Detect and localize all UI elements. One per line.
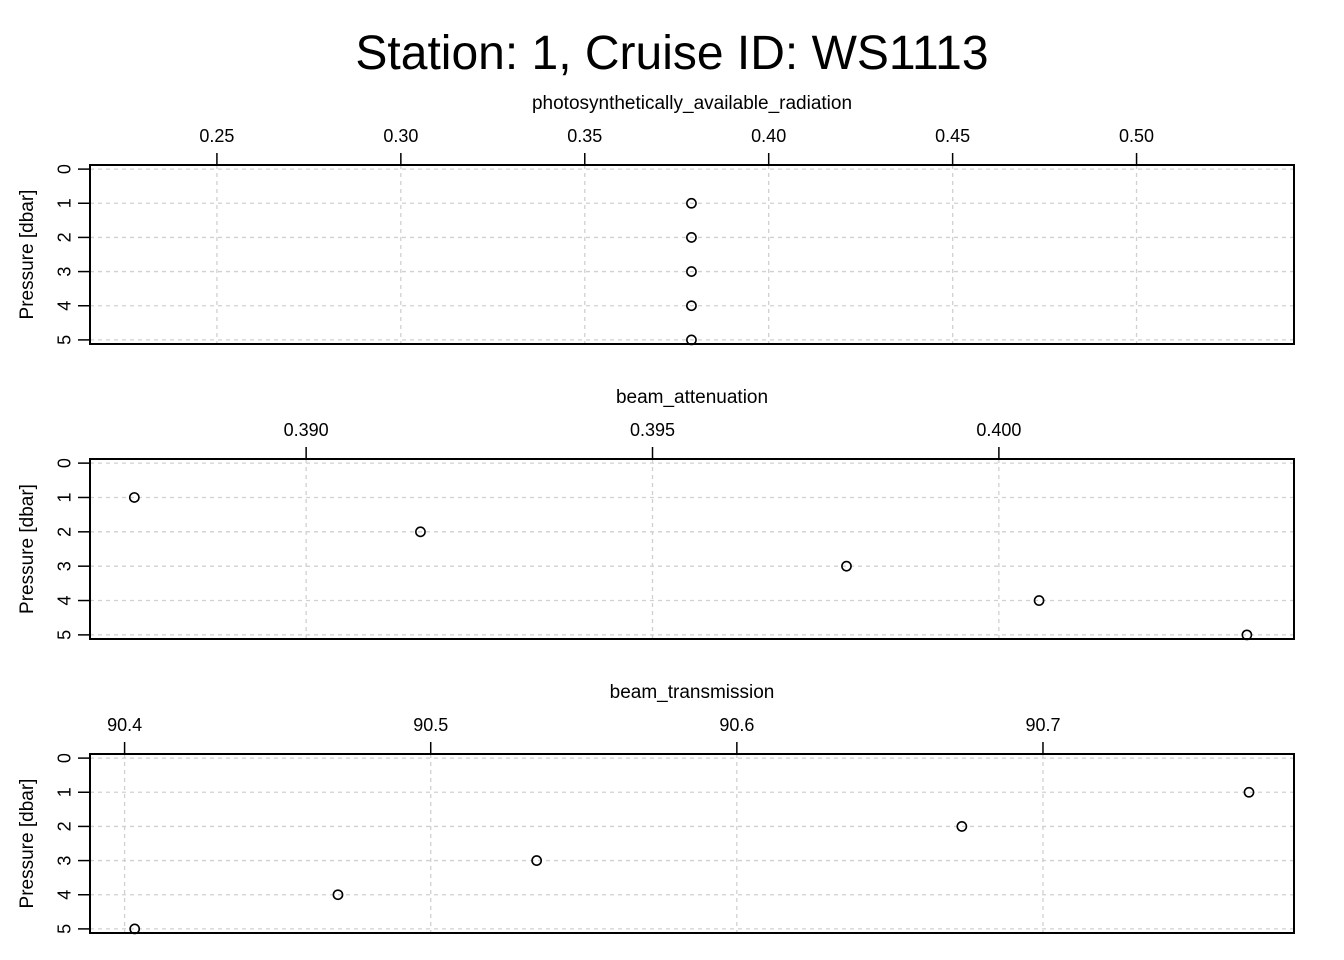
- y-tick-label: 2: [55, 527, 75, 537]
- y-tick-label: 4: [55, 596, 75, 606]
- plot-frame: [89, 164, 1295, 345]
- plot-frame: [89, 458, 1295, 640]
- x-tick-label: 90.7: [1025, 715, 1060, 735]
- y-tick-label: 5: [55, 924, 75, 934]
- x-tick-label: 0.40: [751, 126, 786, 146]
- data-point: [1033, 595, 1045, 606]
- y-tick-label: 3: [55, 561, 75, 571]
- data-point: [686, 300, 697, 312]
- x-tick-label: 0.395: [630, 420, 675, 440]
- x-axis-title: beam_transmission: [610, 682, 775, 703]
- x-tick-label: 0.390: [284, 420, 329, 440]
- data-point: [128, 492, 140, 503]
- data-point: [686, 197, 697, 209]
- x-tick-label: 0.45: [935, 126, 970, 146]
- y-tick-label: 4: [55, 890, 75, 900]
- data-point: [531, 855, 543, 866]
- x-axis-title: photosynthetically_available_radiation: [532, 93, 852, 114]
- y-tick-label: 1: [55, 492, 75, 502]
- y-tick-label: 3: [55, 267, 75, 277]
- panel-1: 0.25 0.30 0.35 0.40 0.45 0.50 0 1 2 3 4 5 photosynth…: [17, 93, 1295, 346]
- y-axis-title: Pressure [dbar]: [17, 190, 38, 320]
- data-point: [332, 889, 344, 901]
- y-tick-label: 1: [55, 198, 75, 208]
- data-point: [841, 560, 852, 572]
- y-tick-label: 0: [55, 458, 75, 468]
- x-tick-label: 90.5: [413, 715, 448, 735]
- data-point: [129, 923, 141, 935]
- x-axis-title: beam_attenuation: [616, 387, 768, 408]
- y-tick-label: 4: [55, 301, 75, 311]
- y-tick-label: 2: [55, 821, 75, 831]
- data-point: [956, 821, 968, 832]
- x-tick-label: 0.35: [567, 126, 602, 146]
- x-tick-label: 90.6: [719, 715, 754, 735]
- y-tick-label: 1: [55, 787, 75, 797]
- x-tick-label: 0.25: [199, 126, 234, 146]
- data-point: [686, 334, 697, 346]
- x-tick-label: 0.400: [976, 420, 1021, 440]
- data-point: [686, 266, 697, 277]
- panel-3: 90.4 90.5 90.6 90.7 0 1 2 3 4 5 beam_transmission P…: [17, 682, 1295, 935]
- data-point: [686, 232, 697, 243]
- y-tick-label: 0: [55, 753, 75, 763]
- data-point: [415, 526, 426, 538]
- y-axis-title: Pressure [dbar]: [17, 779, 38, 909]
- x-tick-label: 0.30: [383, 126, 418, 146]
- x-tick-label: 0.50: [1119, 126, 1154, 146]
- data-point: [1241, 629, 1253, 641]
- y-tick-label: 2: [55, 232, 75, 242]
- data-point: [1243, 786, 1255, 798]
- y-tick-label: 5: [55, 630, 75, 640]
- y-tick-label: 3: [55, 856, 75, 866]
- y-axis-title: Pressure [dbar]: [17, 484, 38, 614]
- y-tick-label: 5: [55, 335, 75, 345]
- plot-frame: [89, 753, 1295, 934]
- x-tick-label: 90.4: [107, 715, 142, 735]
- y-tick-label: 0: [55, 164, 75, 174]
- chart-panels: 0.25 0.30 0.35 0.40 0.45 0.50 0 1 2 3 4 5 photosynth…: [17, 93, 1295, 935]
- figure-title: Station: 1, Cruise ID: WS1113: [355, 27, 988, 80]
- panel-2: 0.390 0.395 0.400 0 1 2 3 4 5 beam_attenuation Pre…: [17, 387, 1295, 641]
